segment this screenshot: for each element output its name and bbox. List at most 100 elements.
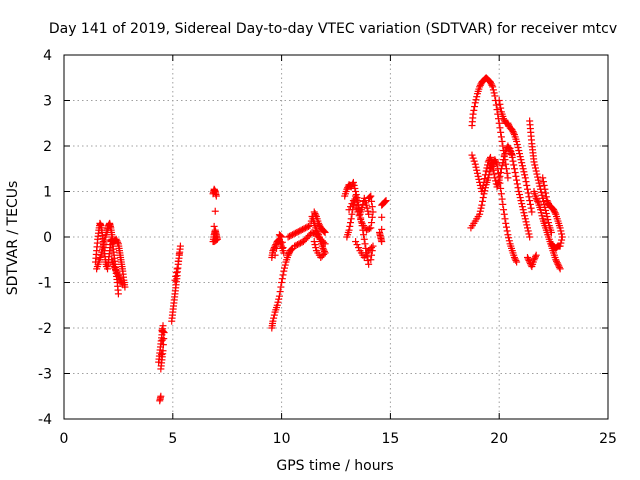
data-point: [361, 240, 369, 248]
data-point: [487, 156, 495, 164]
data-point: [280, 249, 288, 257]
data-point: [273, 244, 281, 252]
data-point: [535, 179, 543, 187]
data-point: [510, 253, 518, 261]
data-point: [497, 190, 505, 198]
data-point: [175, 250, 183, 258]
data-point: [492, 157, 500, 165]
data-point: [278, 279, 286, 286]
data-point: [558, 230, 566, 238]
data-point: [556, 224, 564, 232]
data-point: [524, 227, 532, 235]
data-point: [382, 197, 390, 205]
data-point: [523, 224, 531, 232]
data-point: [495, 176, 503, 184]
data-point: [276, 231, 284, 239]
data-point: [357, 216, 365, 224]
data-point: [524, 255, 532, 263]
data-point: [362, 201, 370, 209]
data-point: [271, 251, 279, 259]
data-point: [486, 168, 494, 176]
data-point: [321, 228, 329, 236]
data-point: [511, 169, 519, 177]
y-tick-label: 4: [43, 48, 52, 64]
x-tick-label: 10: [273, 431, 291, 447]
data-point: [112, 267, 120, 275]
data-point: [533, 196, 541, 204]
data-point: [505, 234, 513, 242]
data-point: [542, 209, 550, 217]
data-point: [174, 257, 182, 265]
data-point: [172, 269, 180, 277]
data-point: [531, 253, 539, 261]
data-point: [368, 244, 376, 252]
data-point: [504, 119, 512, 127]
data-point: [512, 257, 520, 265]
x-tick-label: 5: [168, 431, 177, 447]
data-point: [275, 292, 283, 300]
data-point: [158, 326, 166, 334]
data-point: [368, 247, 376, 255]
data-point: [515, 147, 523, 155]
data-point: [530, 256, 538, 264]
data-point: [517, 197, 525, 205]
data-point: [501, 215, 509, 223]
data-point: [534, 197, 542, 205]
data-point: [496, 124, 504, 132]
data-point: [481, 171, 489, 179]
data-point: [280, 267, 288, 275]
data-point: [491, 156, 499, 164]
data-point: [113, 237, 121, 245]
data-point: [488, 159, 496, 167]
data-point: [524, 189, 532, 197]
data-point: [519, 206, 527, 214]
data-point: [116, 275, 124, 283]
data-point: [496, 100, 504, 108]
data-point: [544, 198, 552, 206]
data-point: [483, 164, 491, 172]
x-axis-label: GPS time / hours: [276, 458, 393, 474]
data-point: [505, 144, 513, 152]
y-tick-label: -3: [38, 367, 52, 383]
data-point: [279, 244, 287, 252]
data-point: [507, 147, 515, 155]
data-point: [497, 169, 505, 177]
data-point: [522, 178, 530, 186]
data-point: [345, 206, 353, 214]
data-point: [525, 257, 533, 265]
data-point: [495, 97, 503, 104]
data-point: [481, 175, 489, 183]
data-point: [490, 170, 498, 178]
data-point: [287, 246, 295, 254]
data-point: [477, 204, 485, 212]
data-point: [367, 224, 375, 232]
data-point: [476, 83, 484, 91]
y-tick-label: 0: [43, 230, 52, 246]
data-point: [276, 288, 284, 296]
data-point: [489, 162, 497, 170]
data-point: [159, 341, 167, 349]
data-point: [489, 86, 497, 94]
data-point: [470, 106, 478, 114]
data-point: [517, 156, 525, 164]
data-point: [508, 126, 516, 134]
data-point: [514, 184, 522, 192]
data-point: [487, 80, 495, 88]
data-point: [98, 245, 106, 253]
data-point: [469, 110, 477, 118]
y-tick-label: -1: [38, 276, 52, 292]
data-point: [368, 203, 376, 211]
data-point: [159, 328, 167, 336]
data-point: [319, 244, 327, 252]
data-point: [366, 193, 374, 201]
data-point: [493, 106, 501, 114]
data-point: [479, 194, 487, 202]
data-point: [490, 89, 498, 97]
data-point: [516, 153, 524, 161]
data-point: [470, 157, 478, 165]
data-point: [111, 264, 119, 272]
data-point: [523, 181, 531, 189]
data-point: [543, 197, 551, 205]
data-point: [551, 209, 559, 217]
data-point: [521, 212, 529, 220]
